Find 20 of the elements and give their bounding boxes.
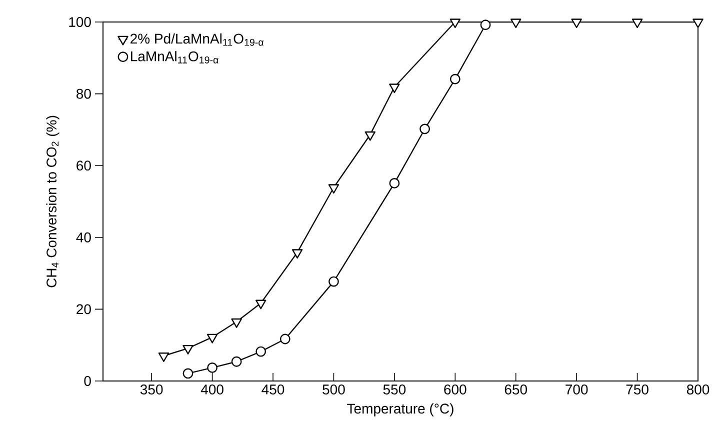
y-tick-label: 80 bbox=[76, 88, 91, 99]
x-axis-title: Temperature (°C) bbox=[347, 403, 454, 416]
x-tick-label: 400 bbox=[200, 384, 224, 394]
x-tick-label: 500 bbox=[322, 384, 345, 394]
y-tick-label: 100 bbox=[69, 17, 91, 27]
x-tick-label: 750 bbox=[626, 384, 648, 394]
x-tick-label: 450 bbox=[262, 384, 284, 394]
x-tick-label: 350 bbox=[140, 384, 163, 394]
x-tick-label: 550 bbox=[383, 384, 406, 394]
y-tick-label: 20 bbox=[76, 304, 91, 314]
x-tick-label: 600 bbox=[444, 384, 466, 394]
x-tick-label: 650 bbox=[504, 384, 527, 394]
x-tick-label: 800 bbox=[686, 384, 710, 394]
x-tick-label: 700 bbox=[566, 384, 588, 394]
y-axis-title: CH$_{4}$ Conversion to CO$_{2}$ (%) bbox=[46, 116, 60, 288]
legend-label: 2% Pd/LaMnAl$_{11}$O$_{19-α}$ bbox=[130, 33, 264, 46]
y-tick-label: 0 bbox=[84, 376, 91, 386]
y-tick-label: 60 bbox=[76, 160, 91, 171]
legend-label: LaMnAl$_{11}$O$_{19-α}$ bbox=[130, 51, 218, 64]
y-tick-label: 40 bbox=[76, 232, 91, 242]
